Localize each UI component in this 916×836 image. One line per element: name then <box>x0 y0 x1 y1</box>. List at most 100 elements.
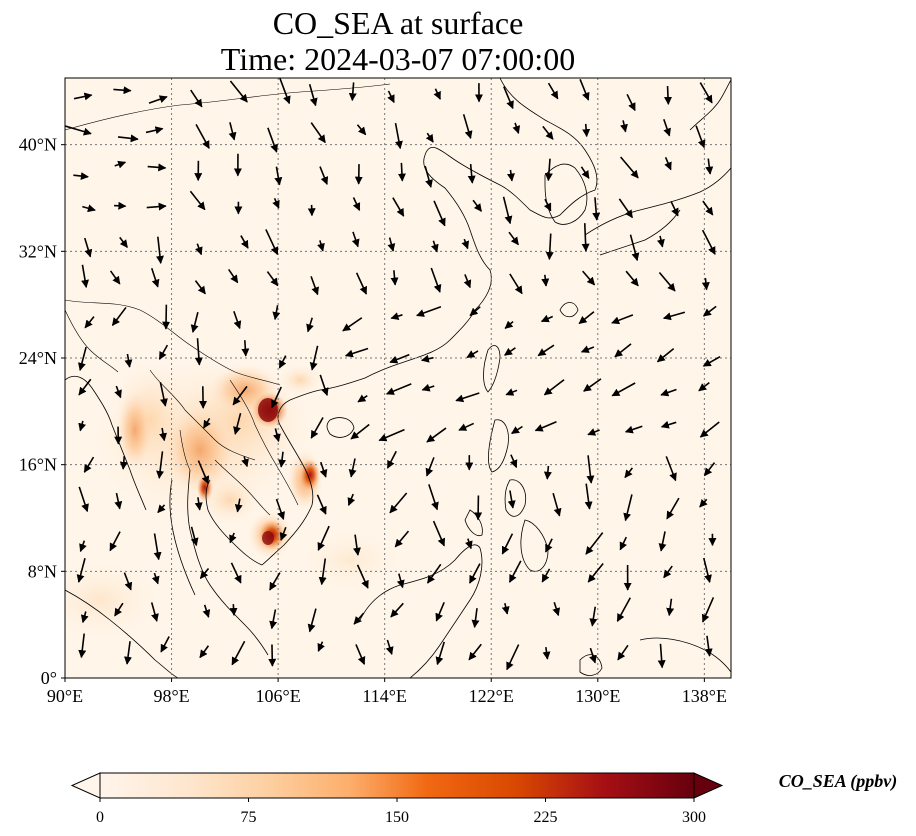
wind-arrow <box>666 598 675 617</box>
wind-arrow <box>663 565 673 579</box>
wind-arrow <box>269 572 281 591</box>
wind-arrow <box>278 355 287 369</box>
wind-arrow <box>586 455 595 484</box>
wind-arrow <box>317 240 325 252</box>
wind-arrow <box>392 197 405 217</box>
wind-arrow <box>233 412 242 435</box>
y-tick-label: 0° <box>41 668 57 688</box>
wind-arrow <box>580 345 595 353</box>
wind-arrow <box>231 640 246 666</box>
y-tick-label: 40°N <box>19 135 57 155</box>
wind-arrow <box>197 460 210 485</box>
wind-arrow <box>347 493 356 506</box>
wind-arrow <box>541 274 550 287</box>
wind-arrow <box>306 317 314 333</box>
wind-arrow <box>317 525 330 551</box>
wind-arrow <box>511 425 523 435</box>
wind-arrow <box>397 162 406 182</box>
wind-arrow <box>194 280 206 295</box>
wind-arrow <box>266 271 279 287</box>
wind-arrow <box>73 92 93 101</box>
wind-arrow <box>78 420 87 432</box>
wind-arrow <box>194 338 203 366</box>
wind-arrow <box>82 204 96 213</box>
wind-arrow <box>194 497 203 511</box>
wind-arrow <box>316 494 327 515</box>
wind-arrow <box>309 345 319 371</box>
wind-arrow <box>587 563 604 583</box>
wind-arrow <box>265 229 279 256</box>
wind-arrow <box>695 125 706 149</box>
wind-arrow <box>195 124 210 149</box>
wind-arrow <box>666 497 680 520</box>
wind-arrow <box>229 532 237 544</box>
wind-arrow <box>278 451 287 468</box>
wind-arrow <box>702 305 717 317</box>
wind-arrow <box>618 198 634 219</box>
wind-arrow <box>433 200 446 227</box>
wind-arrow <box>114 602 124 617</box>
wind-arrow <box>466 350 479 359</box>
wind-arrow <box>390 270 399 286</box>
wind-arrow <box>76 558 86 583</box>
wind-arrow <box>580 166 590 179</box>
wind-arrow <box>426 427 447 443</box>
wind-arrow <box>701 278 710 291</box>
wind-arrow <box>611 314 634 325</box>
wind-arrow <box>84 316 95 329</box>
wind-arrow <box>241 456 249 468</box>
wind-arrow <box>461 238 470 250</box>
wind-arrow <box>699 82 713 104</box>
wind-arrow <box>73 172 89 181</box>
wind-arrow <box>543 198 552 212</box>
wind-arrow <box>421 383 435 392</box>
wind-arrow <box>117 134 139 143</box>
wind-arrow <box>619 536 628 551</box>
wind-arrow <box>592 197 601 221</box>
wind-arrow <box>432 520 446 547</box>
colorbar-label: CO_SEA (ppbv) <box>779 771 898 792</box>
wind-arrow <box>233 311 242 330</box>
wind-arrow <box>78 633 87 659</box>
wind-arrow <box>344 347 369 358</box>
wind-arrow <box>701 229 716 255</box>
wind-arrow <box>463 274 472 289</box>
wind-arrow <box>582 270 596 286</box>
wind-arrow <box>502 196 513 225</box>
wind-arrow <box>189 190 206 211</box>
wind-arrow <box>552 492 562 517</box>
x-tick-label: 106°E <box>256 686 301 706</box>
colorbar-tick-label: 75 <box>241 809 257 826</box>
wind-arrow <box>119 236 128 249</box>
wind-arrow <box>124 353 133 368</box>
wind-arrow <box>342 317 363 332</box>
wind-arrow <box>83 456 95 473</box>
colorbar-min-extend <box>70 772 101 799</box>
wind-arrow <box>471 608 480 629</box>
wind-arrow <box>78 378 92 396</box>
wind-arrow <box>113 86 132 95</box>
wind-arrow <box>616 597 632 622</box>
wind-arrow <box>199 645 210 659</box>
wind-arrow <box>150 268 160 288</box>
wind-arrow <box>542 647 551 660</box>
wind-arrow <box>584 483 593 510</box>
y-axis-ticks: 0° 8°N 16°N 24°N 32°N 40°N <box>19 135 65 688</box>
colorbar-max-extend <box>693 772 724 799</box>
wind-arrow <box>504 320 514 329</box>
co-concentration-field <box>65 360 400 640</box>
wind-arrow <box>275 498 285 520</box>
wind-arrow <box>229 80 248 103</box>
wind-arrow <box>80 611 89 624</box>
wind-arrow <box>279 77 291 105</box>
y-tick-label: 32°N <box>19 241 57 261</box>
wind-arrow <box>123 572 133 591</box>
wind-arrow <box>623 494 633 522</box>
wind-arrow <box>703 462 716 477</box>
wind-arrow <box>352 197 361 212</box>
wind-arrow <box>658 531 667 552</box>
wind-arrow <box>396 573 405 589</box>
wind-arrow <box>433 88 441 100</box>
wind-arrow <box>318 558 327 586</box>
wind-arrow <box>348 458 357 478</box>
